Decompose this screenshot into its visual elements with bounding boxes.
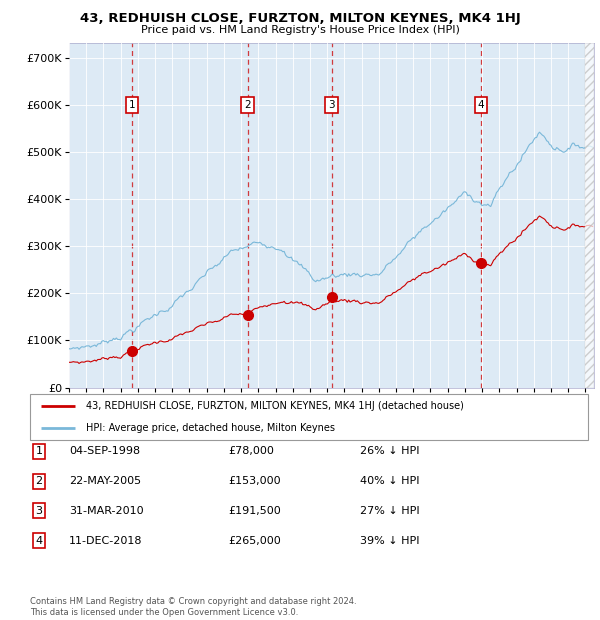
Text: £265,000: £265,000 — [228, 536, 281, 546]
Text: 1: 1 — [35, 446, 43, 456]
Text: 4: 4 — [35, 536, 43, 546]
Text: 2: 2 — [244, 100, 251, 110]
Text: 3: 3 — [328, 100, 335, 110]
Text: HPI: Average price, detached house, Milton Keynes: HPI: Average price, detached house, Milt… — [86, 423, 335, 433]
Text: £153,000: £153,000 — [228, 476, 281, 486]
Text: 39% ↓ HPI: 39% ↓ HPI — [360, 536, 419, 546]
Text: 4: 4 — [478, 100, 484, 110]
Text: 2: 2 — [35, 476, 43, 486]
Text: 31-MAR-2010: 31-MAR-2010 — [69, 506, 143, 516]
Text: 27% ↓ HPI: 27% ↓ HPI — [360, 506, 419, 516]
Text: 22-MAY-2005: 22-MAY-2005 — [69, 476, 141, 486]
Polygon shape — [586, 43, 594, 388]
Text: 3: 3 — [35, 506, 43, 516]
Text: 1: 1 — [129, 100, 136, 110]
Text: Contains HM Land Registry data © Crown copyright and database right 2024.
This d: Contains HM Land Registry data © Crown c… — [30, 598, 356, 617]
Text: £78,000: £78,000 — [228, 446, 274, 456]
Text: 43, REDHUISH CLOSE, FURZTON, MILTON KEYNES, MK4 1HJ (detached house): 43, REDHUISH CLOSE, FURZTON, MILTON KEYN… — [86, 401, 464, 411]
FancyBboxPatch shape — [30, 394, 588, 440]
Text: 40% ↓ HPI: 40% ↓ HPI — [360, 476, 419, 486]
Text: £191,500: £191,500 — [228, 506, 281, 516]
Text: Price paid vs. HM Land Registry's House Price Index (HPI): Price paid vs. HM Land Registry's House … — [140, 25, 460, 35]
Text: 04-SEP-1998: 04-SEP-1998 — [69, 446, 140, 456]
Text: 26% ↓ HPI: 26% ↓ HPI — [360, 446, 419, 456]
Text: 11-DEC-2018: 11-DEC-2018 — [69, 536, 143, 546]
Text: 43, REDHUISH CLOSE, FURZTON, MILTON KEYNES, MK4 1HJ: 43, REDHUISH CLOSE, FURZTON, MILTON KEYN… — [80, 12, 520, 25]
